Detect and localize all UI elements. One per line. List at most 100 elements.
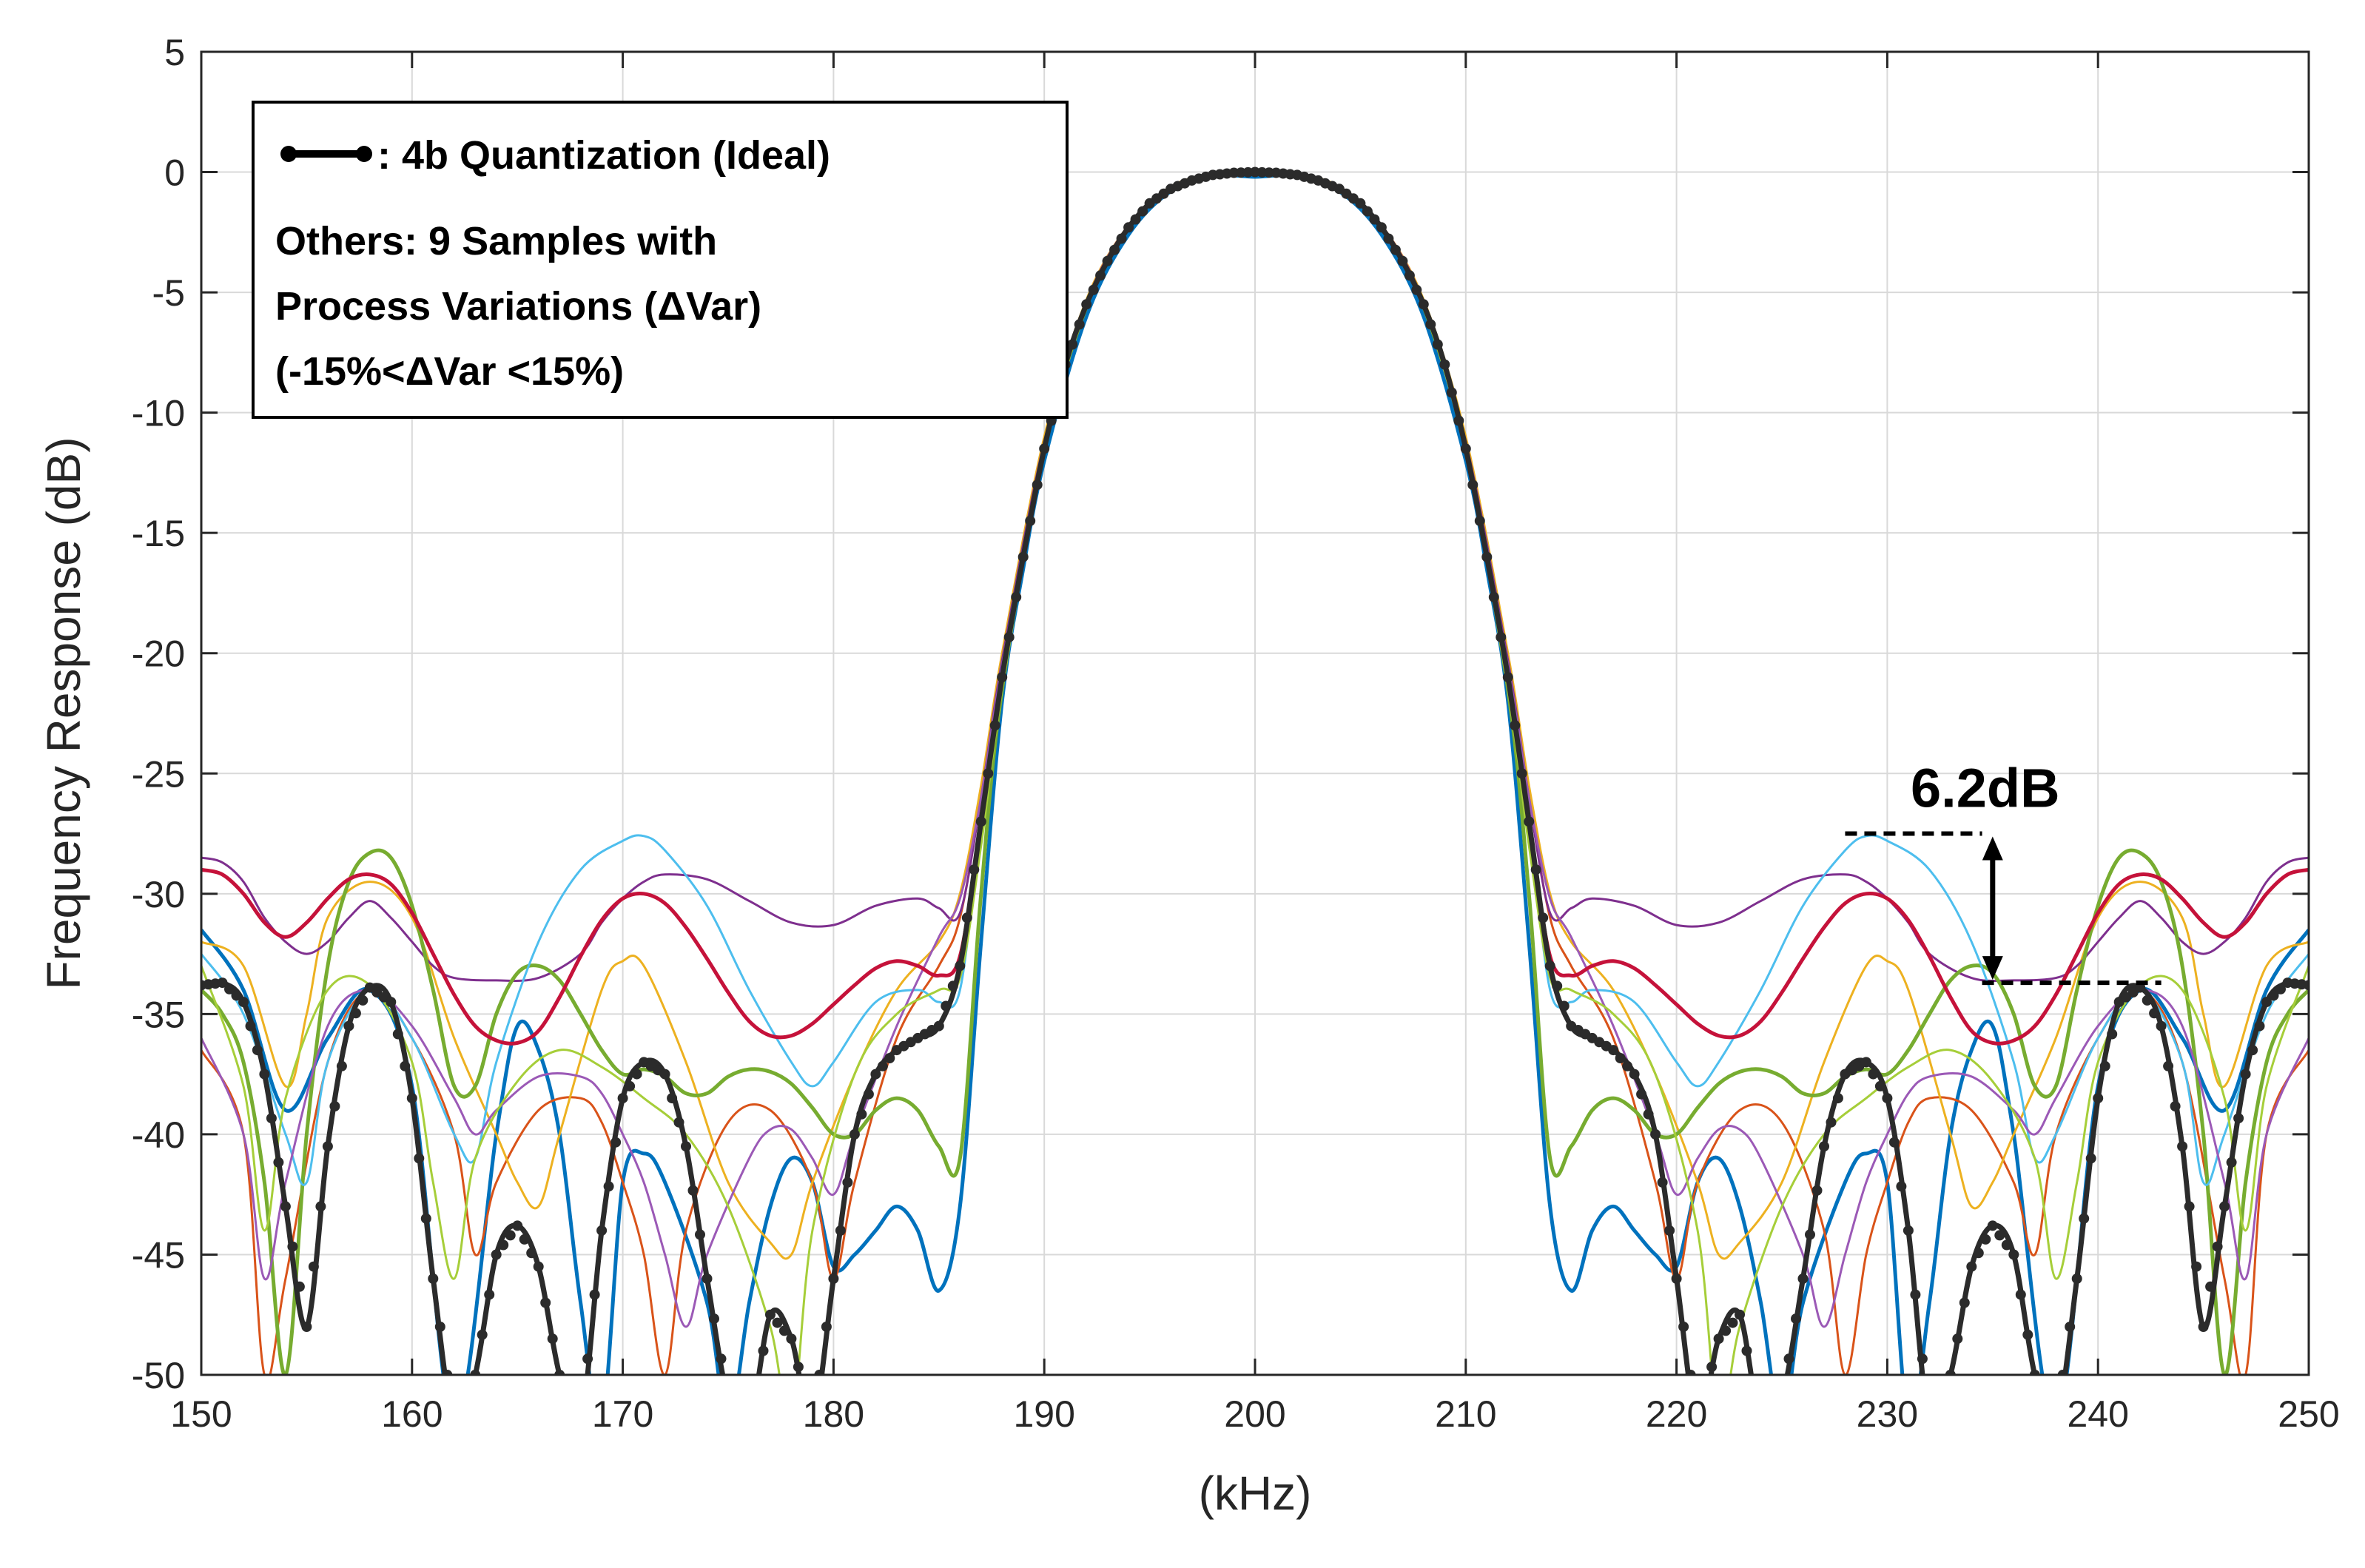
ideal-marker	[1783, 1353, 1794, 1365]
ideal-marker	[231, 990, 242, 1001]
ideal-marker	[540, 1297, 551, 1308]
ideal-marker	[933, 1020, 944, 1032]
ideal-marker	[1987, 1220, 1998, 1231]
ideal-marker	[673, 1117, 684, 1128]
x-tick-label: 220	[1646, 1393, 1707, 1435]
ideal-marker	[357, 995, 369, 1006]
x-tick-label: 210	[1435, 1393, 1496, 1435]
ideal-marker	[716, 1353, 727, 1365]
ideal-marker	[1355, 198, 1366, 209]
ideal-marker	[2057, 1370, 2068, 1375]
ideal-marker	[1418, 299, 1429, 310]
ideal-marker	[1460, 443, 1471, 454]
ideal-marker	[1552, 980, 1563, 992]
ideal-marker	[245, 1020, 256, 1032]
ideal-marker	[1903, 1225, 1914, 1236]
ideal-marker	[2071, 1273, 2082, 1284]
ideal-marker	[1530, 864, 1541, 875]
annotation-arrowhead-down	[1982, 956, 2003, 980]
ideal-marker	[1488, 591, 1499, 602]
x-tick-label: 200	[1224, 1393, 1285, 1435]
ideal-marker	[2001, 1239, 2012, 1251]
ideal-marker	[1615, 1053, 1626, 1063]
ideal-marker	[1874, 1080, 1885, 1091]
ideal-marker	[1629, 1069, 1640, 1080]
ideal-marker	[1383, 233, 1394, 244]
ideal-marker	[2219, 1201, 2230, 1212]
ideal-marker	[252, 1045, 263, 1056]
ideal-marker	[1039, 443, 1050, 454]
ideal-marker	[835, 1225, 846, 1236]
x-tick-label: 240	[2067, 1393, 2128, 1435]
y-tick-label: -25	[132, 753, 185, 795]
ideal-marker	[2015, 1289, 2026, 1300]
ideal-marker	[1735, 1309, 1745, 1320]
ideal-marker	[1994, 1230, 2005, 1241]
ideal-marker	[983, 768, 994, 779]
ideal-marker	[1390, 244, 1401, 255]
ideal-marker	[2170, 1101, 2181, 1111]
ideal-marker	[947, 980, 958, 992]
ideal-marker	[2107, 1029, 2118, 1040]
ideal-marker	[2240, 1069, 2251, 1080]
ideal-marker	[301, 1322, 312, 1332]
ideal-marker	[1882, 1093, 1893, 1104]
y-tick-label: -30	[132, 874, 185, 915]
ideal-marker	[428, 1273, 439, 1284]
ideal-marker	[793, 1362, 804, 1373]
ideal-marker	[778, 1325, 790, 1336]
y-tick-label: 5	[164, 32, 185, 73]
legend-others-line-3: (-15%<ΔVar <15%)	[275, 349, 624, 394]
ideal-marker	[2099, 1060, 2110, 1071]
ideal-marker	[814, 1370, 825, 1375]
ideal-marker	[266, 1113, 277, 1124]
ideal-marker	[2212, 1241, 2223, 1252]
ideal-marker	[1671, 1273, 1682, 1284]
ideal-marker	[1123, 222, 1134, 233]
ideal-marker	[856, 1108, 867, 1120]
ideal-marker	[1017, 551, 1029, 562]
ideal-marker	[217, 978, 228, 989]
ideal-marker	[941, 1000, 952, 1012]
ideal-marker	[884, 1053, 895, 1063]
annotation-label: 6.2dB	[1911, 758, 2060, 819]
ideal-marker	[2085, 1153, 2096, 1164]
ideal-marker	[758, 1345, 769, 1356]
ideal-marker	[1137, 206, 1148, 217]
ideal-marker	[828, 1273, 839, 1284]
ideal-marker	[442, 1370, 453, 1375]
ideal-marker	[1502, 672, 1513, 683]
x-axis-label: (kHz)	[1199, 1467, 1312, 1520]
ideal-marker	[1025, 515, 1036, 526]
ideal-marker	[1558, 1000, 1570, 1012]
ideal-marker	[1805, 1229, 1815, 1240]
ideal-marker	[1425, 319, 1436, 330]
ideal-marker	[1496, 632, 1507, 643]
ideal-marker	[1741, 1345, 1752, 1356]
ideal-marker	[1713, 1333, 1724, 1345]
ideal-marker	[1973, 1248, 1984, 1259]
ideal-marker	[1678, 1322, 1689, 1332]
ideal-marker	[224, 983, 235, 995]
ideal-marker	[519, 1234, 530, 1245]
legend-ideal-marker-left	[280, 146, 297, 162]
ideal-marker	[294, 1281, 305, 1292]
ideal-marker	[2268, 990, 2279, 1001]
ideal-marker	[1980, 1234, 1991, 1245]
ideal-marker	[1376, 222, 1387, 233]
ideal-marker	[702, 1273, 713, 1284]
ideal-marker	[687, 1185, 699, 1196]
legend-others-line-1: Others: 9 Samples with	[275, 219, 717, 263]
ideal-marker	[667, 1093, 678, 1104]
ideal-marker	[336, 1060, 347, 1071]
ideal-marker	[434, 1322, 445, 1332]
ideal-marker	[1404, 270, 1415, 281]
ideal-marker	[1826, 1117, 1837, 1128]
ideal-marker	[1538, 912, 1549, 923]
ideal-marker	[877, 1060, 888, 1071]
ideal-marker	[870, 1069, 881, 1080]
ideal-marker	[1467, 480, 1478, 491]
ideal-marker	[491, 1249, 502, 1260]
ideal-marker	[2233, 1113, 2244, 1124]
